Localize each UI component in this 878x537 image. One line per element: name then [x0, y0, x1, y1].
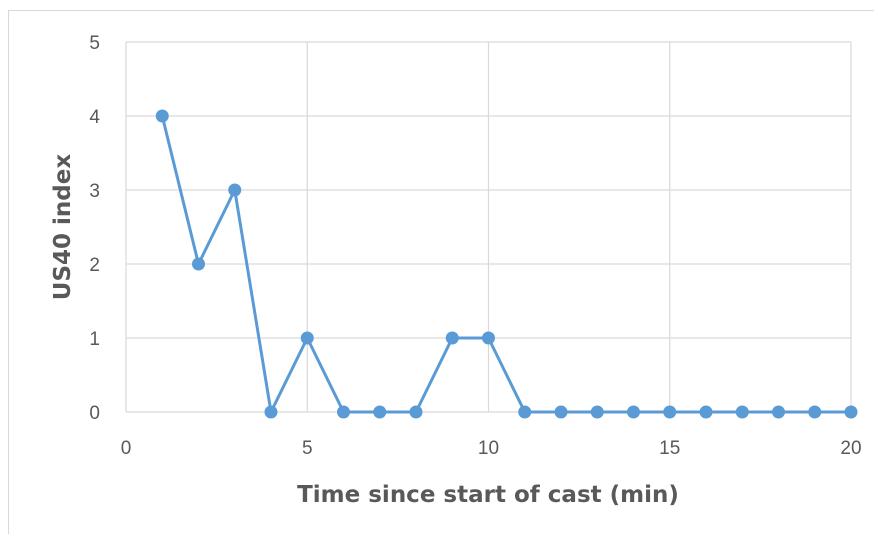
data-point [518, 405, 532, 419]
tick-labels: 0 1 2 3 4 5 0 5 10 15 20 [89, 33, 861, 459]
data-point [300, 331, 314, 345]
chart-frame [8, 10, 874, 534]
series-layer [155, 109, 858, 419]
data-point [228, 183, 242, 197]
data-point [844, 405, 858, 419]
data-point [155, 109, 169, 123]
y-tick-label: 3 [89, 181, 100, 202]
x-tick-label: 0 [121, 438, 132, 459]
data-point [409, 405, 423, 419]
data-point [663, 405, 677, 419]
y-tick-label: 0 [89, 403, 100, 424]
y-tick-label: 5 [89, 33, 100, 54]
data-point [264, 405, 278, 419]
y-tick-label: 1 [89, 329, 100, 350]
data-point [590, 405, 604, 419]
x-tick-label: 10 [478, 438, 499, 459]
y-tick-label: 4 [89, 107, 100, 128]
x-axis-title: Time since start of cast (min) [297, 482, 679, 508]
x-tick-label: 15 [659, 438, 680, 459]
data-point [735, 405, 749, 419]
x-tick-label: 5 [302, 438, 313, 459]
data-point [808, 405, 822, 419]
data-point [337, 405, 350, 419]
data-point [772, 405, 785, 419]
grid-lines [125, 41, 852, 413]
x-tick-label: 20 [840, 438, 861, 459]
data-point [482, 331, 495, 345]
data-point [699, 405, 713, 419]
data-point [445, 331, 459, 345]
data-point [192, 257, 205, 271]
data-point [373, 405, 387, 419]
y-tick-label: 2 [89, 255, 100, 276]
data-point [627, 405, 640, 419]
y-axis-title: US40 index [50, 154, 76, 301]
data-point [554, 405, 568, 419]
